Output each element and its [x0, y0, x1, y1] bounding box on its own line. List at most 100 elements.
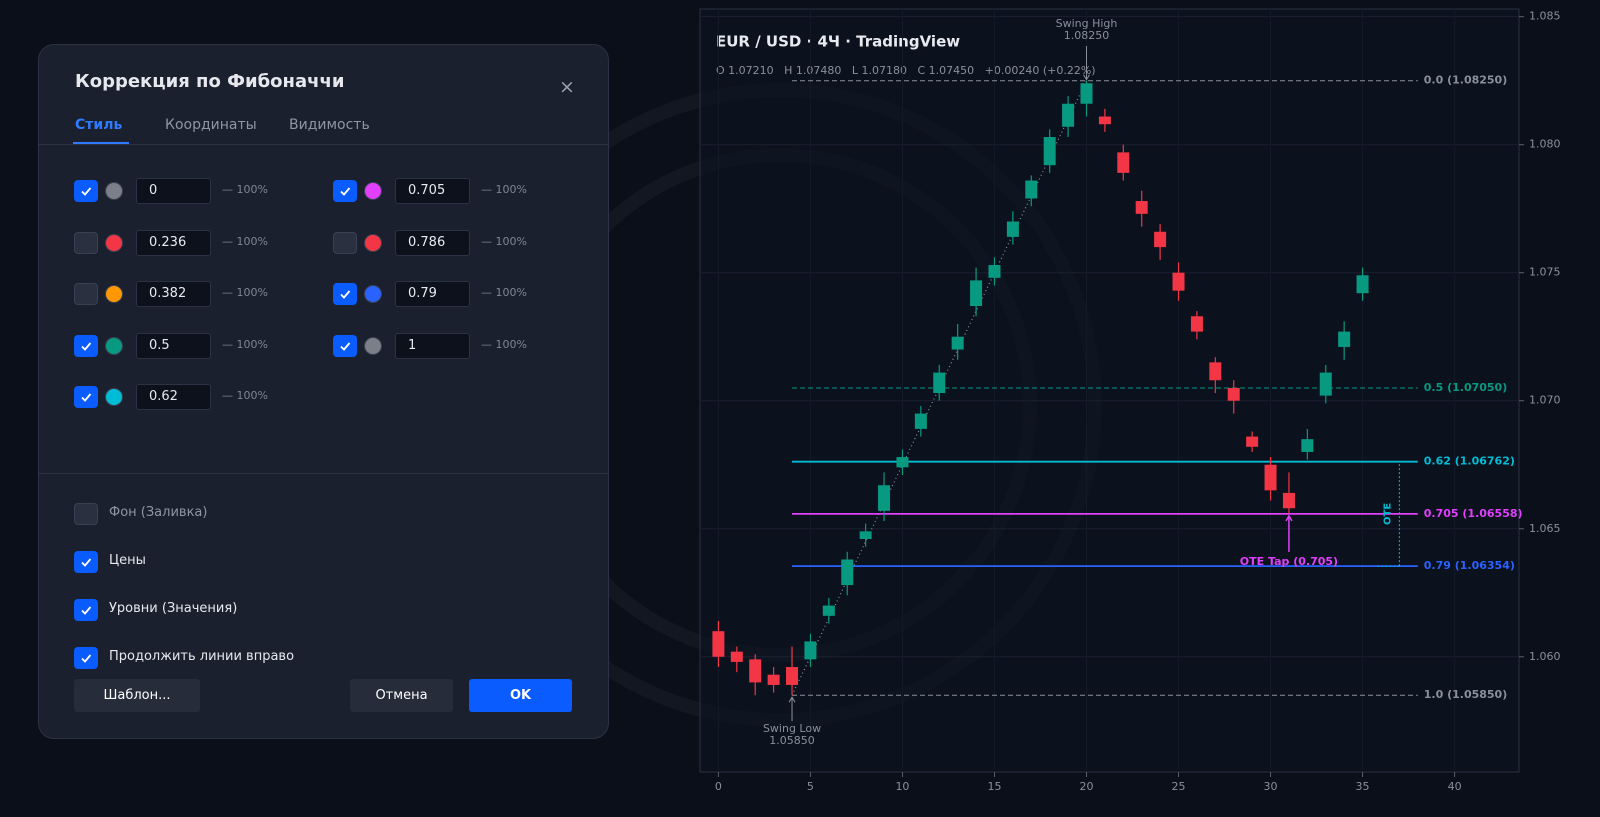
candle-body	[749, 659, 762, 683]
checkbox[interactable]	[333, 334, 357, 357]
candle-body	[712, 631, 725, 657]
annotation-text: 1.08250	[1064, 29, 1110, 42]
x-tick-label: 10	[895, 780, 909, 793]
button[interactable]: Шаблон...	[74, 679, 200, 712]
option-label: Фон (Заливка)	[109, 505, 208, 520]
level-input[interactable]: 0.382	[136, 281, 211, 307]
y-tick-label: 1.080	[1529, 138, 1561, 151]
checkbox[interactable]	[74, 551, 98, 573]
candle-body	[822, 605, 835, 616]
tab[interactable]: Стиль	[75, 117, 123, 133]
y-tick-label: 1.060	[1529, 650, 1561, 663]
check-icon	[81, 654, 92, 663]
candle-body	[1080, 83, 1093, 104]
check-icon	[81, 606, 92, 615]
checkbox[interactable]	[74, 647, 98, 669]
x-tick-label: 25	[1172, 780, 1186, 793]
close-button[interactable]: ×	[559, 76, 575, 98]
candle-body	[1117, 152, 1130, 173]
candle-body	[1282, 492, 1295, 509]
candle-body	[1006, 221, 1019, 237]
checkbox[interactable]	[333, 180, 357, 202]
annotation-text: Swing High	[1056, 17, 1118, 30]
candle-body	[1154, 231, 1167, 248]
candle-body	[1356, 275, 1369, 294]
check-icon	[340, 290, 351, 299]
level-input[interactable]: 1	[395, 332, 470, 359]
candle-body	[1190, 316, 1203, 332]
divider	[39, 144, 608, 145]
annotation-text: 1.05850	[769, 734, 815, 747]
checkbox[interactable]	[333, 283, 357, 305]
check-icon	[81, 558, 92, 567]
candle-body	[1098, 116, 1111, 125]
candle-body	[767, 674, 780, 685]
opacity-label: — 100%	[222, 337, 268, 351]
chart-title: EUR / USD · 4Ч · TradingView	[716, 33, 960, 51]
opacity-label: — 100%	[222, 286, 268, 299]
candle-body	[1209, 362, 1222, 381]
x-tick-label: 35	[1356, 780, 1370, 793]
opacity-label: — 100%	[481, 337, 527, 351]
checkbox[interactable]	[333, 231, 357, 254]
tab-underline	[73, 142, 129, 144]
fib-label: 0.0 (1.08250)	[1424, 74, 1507, 87]
opacity-label: — 100%	[481, 286, 527, 299]
check-icon	[81, 187, 92, 196]
checkbox[interactable]	[74, 386, 98, 408]
color-swatch[interactable]	[106, 286, 122, 302]
dialog: Коррекция по Фибоначчи × Стиль Координаты Ви…	[38, 44, 609, 739]
opacity-label: — 100%	[222, 183, 268, 196]
fib-label: 1.0 (1.05850)	[1424, 688, 1507, 701]
level-input[interactable]: 0.705	[395, 178, 470, 204]
opacity-label: — 100%	[222, 234, 268, 248]
annotation-text: Swing Low	[763, 722, 821, 735]
color-swatch[interactable]	[365, 286, 381, 302]
color-swatch[interactable]	[106, 234, 122, 251]
checkbox[interactable]	[74, 503, 98, 525]
button[interactable]: Отмена	[350, 679, 453, 712]
button[interactable]: OK	[469, 679, 572, 712]
candle-body	[730, 651, 743, 662]
level-input[interactable]: 0.5	[136, 332, 211, 359]
candle-body	[970, 280, 983, 307]
x-tick-label: 40	[1448, 780, 1462, 793]
color-swatch[interactable]	[365, 183, 381, 199]
candle-body	[786, 667, 799, 685]
arrow-head	[1285, 514, 1293, 522]
tab[interactable]: Видимость	[289, 117, 370, 133]
x-tick-label: 15	[987, 780, 1001, 793]
candle-body	[988, 265, 1001, 278]
level-input[interactable]: 0.79	[395, 281, 470, 307]
fib-label: 0.5 (1.07050)	[1424, 381, 1507, 394]
candle-body	[914, 413, 927, 429]
tab[interactable]: Координаты	[165, 117, 257, 133]
color-swatch[interactable]	[365, 234, 381, 251]
level-input[interactable]: 0.236	[136, 229, 211, 256]
color-swatch[interactable]	[106, 337, 122, 354]
candle-body	[859, 531, 872, 540]
level-input[interactable]: 0	[136, 178, 211, 204]
checkbox[interactable]	[74, 231, 98, 254]
checkbox[interactable]	[74, 334, 98, 357]
candle-body	[1135, 201, 1148, 214]
candle-body	[804, 641, 817, 660]
color-swatch[interactable]	[365, 337, 381, 354]
checkbox[interactable]	[74, 283, 98, 305]
level-input[interactable]: 0.62	[136, 384, 211, 410]
checkbox[interactable]	[74, 599, 98, 621]
x-tick-label: 0	[715, 780, 722, 793]
dialog-title: Коррекция по Фибоначчи	[75, 71, 345, 92]
y-tick-label: 1.070	[1529, 394, 1561, 407]
candle-body	[1062, 103, 1075, 127]
check-icon	[81, 341, 92, 351]
candle-body	[1172, 272, 1185, 291]
level-input[interactable]: 0.786	[395, 229, 470, 256]
color-swatch[interactable]	[106, 389, 122, 405]
checkbox[interactable]	[74, 180, 98, 202]
color-swatch[interactable]	[106, 183, 122, 199]
opacity-label: — 100%	[222, 389, 268, 402]
x-tick-label: 30	[1264, 780, 1278, 793]
